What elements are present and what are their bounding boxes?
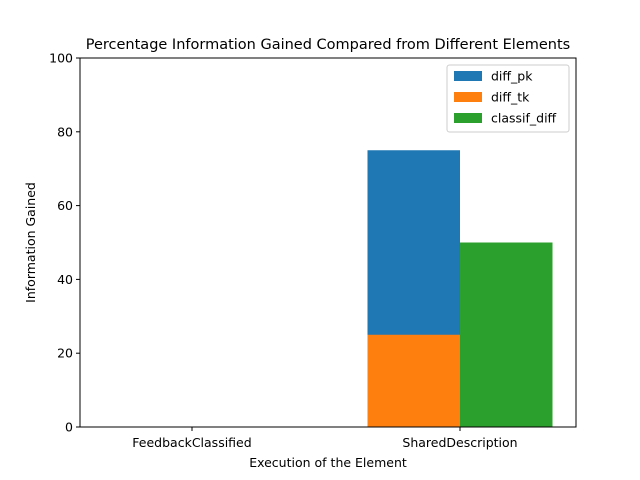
x-tick-label: FeedbackClassified [132, 435, 251, 450]
bar-diff_tk [367, 334, 460, 427]
y-tick-label: 40 [57, 272, 73, 287]
y-tick-label: 100 [49, 51, 73, 66]
y-tick-label: 0 [65, 420, 73, 435]
y-tick-label: 20 [57, 346, 73, 361]
y-tick-label: 60 [57, 198, 73, 213]
x-axis: FeedbackClassified SharedDescription [132, 427, 518, 450]
legend-swatch [454, 92, 482, 102]
x-axis-label: Execution of the Element [249, 455, 407, 470]
legend: diff_pk diff_tk classif_diff [446, 64, 570, 133]
y-axis-label: Information Gained [23, 182, 38, 303]
legend-label: classif_diff [491, 111, 557, 126]
bar-classif_diff [460, 242, 553, 427]
legend-swatch [454, 71, 482, 81]
chart-title: Percentage Information Gained Compared f… [86, 37, 570, 53]
legend-swatch [454, 113, 482, 123]
legend-label: diff_tk [491, 90, 530, 105]
x-tick-label: SharedDescription [402, 435, 517, 450]
y-tick-label: 80 [57, 124, 73, 139]
plot-frame [79, 57, 577, 428]
y-axis: 0 20 40 60 80 100 [49, 51, 80, 435]
bars-group [367, 150, 553, 427]
legend-label: diff_pk [491, 69, 533, 84]
